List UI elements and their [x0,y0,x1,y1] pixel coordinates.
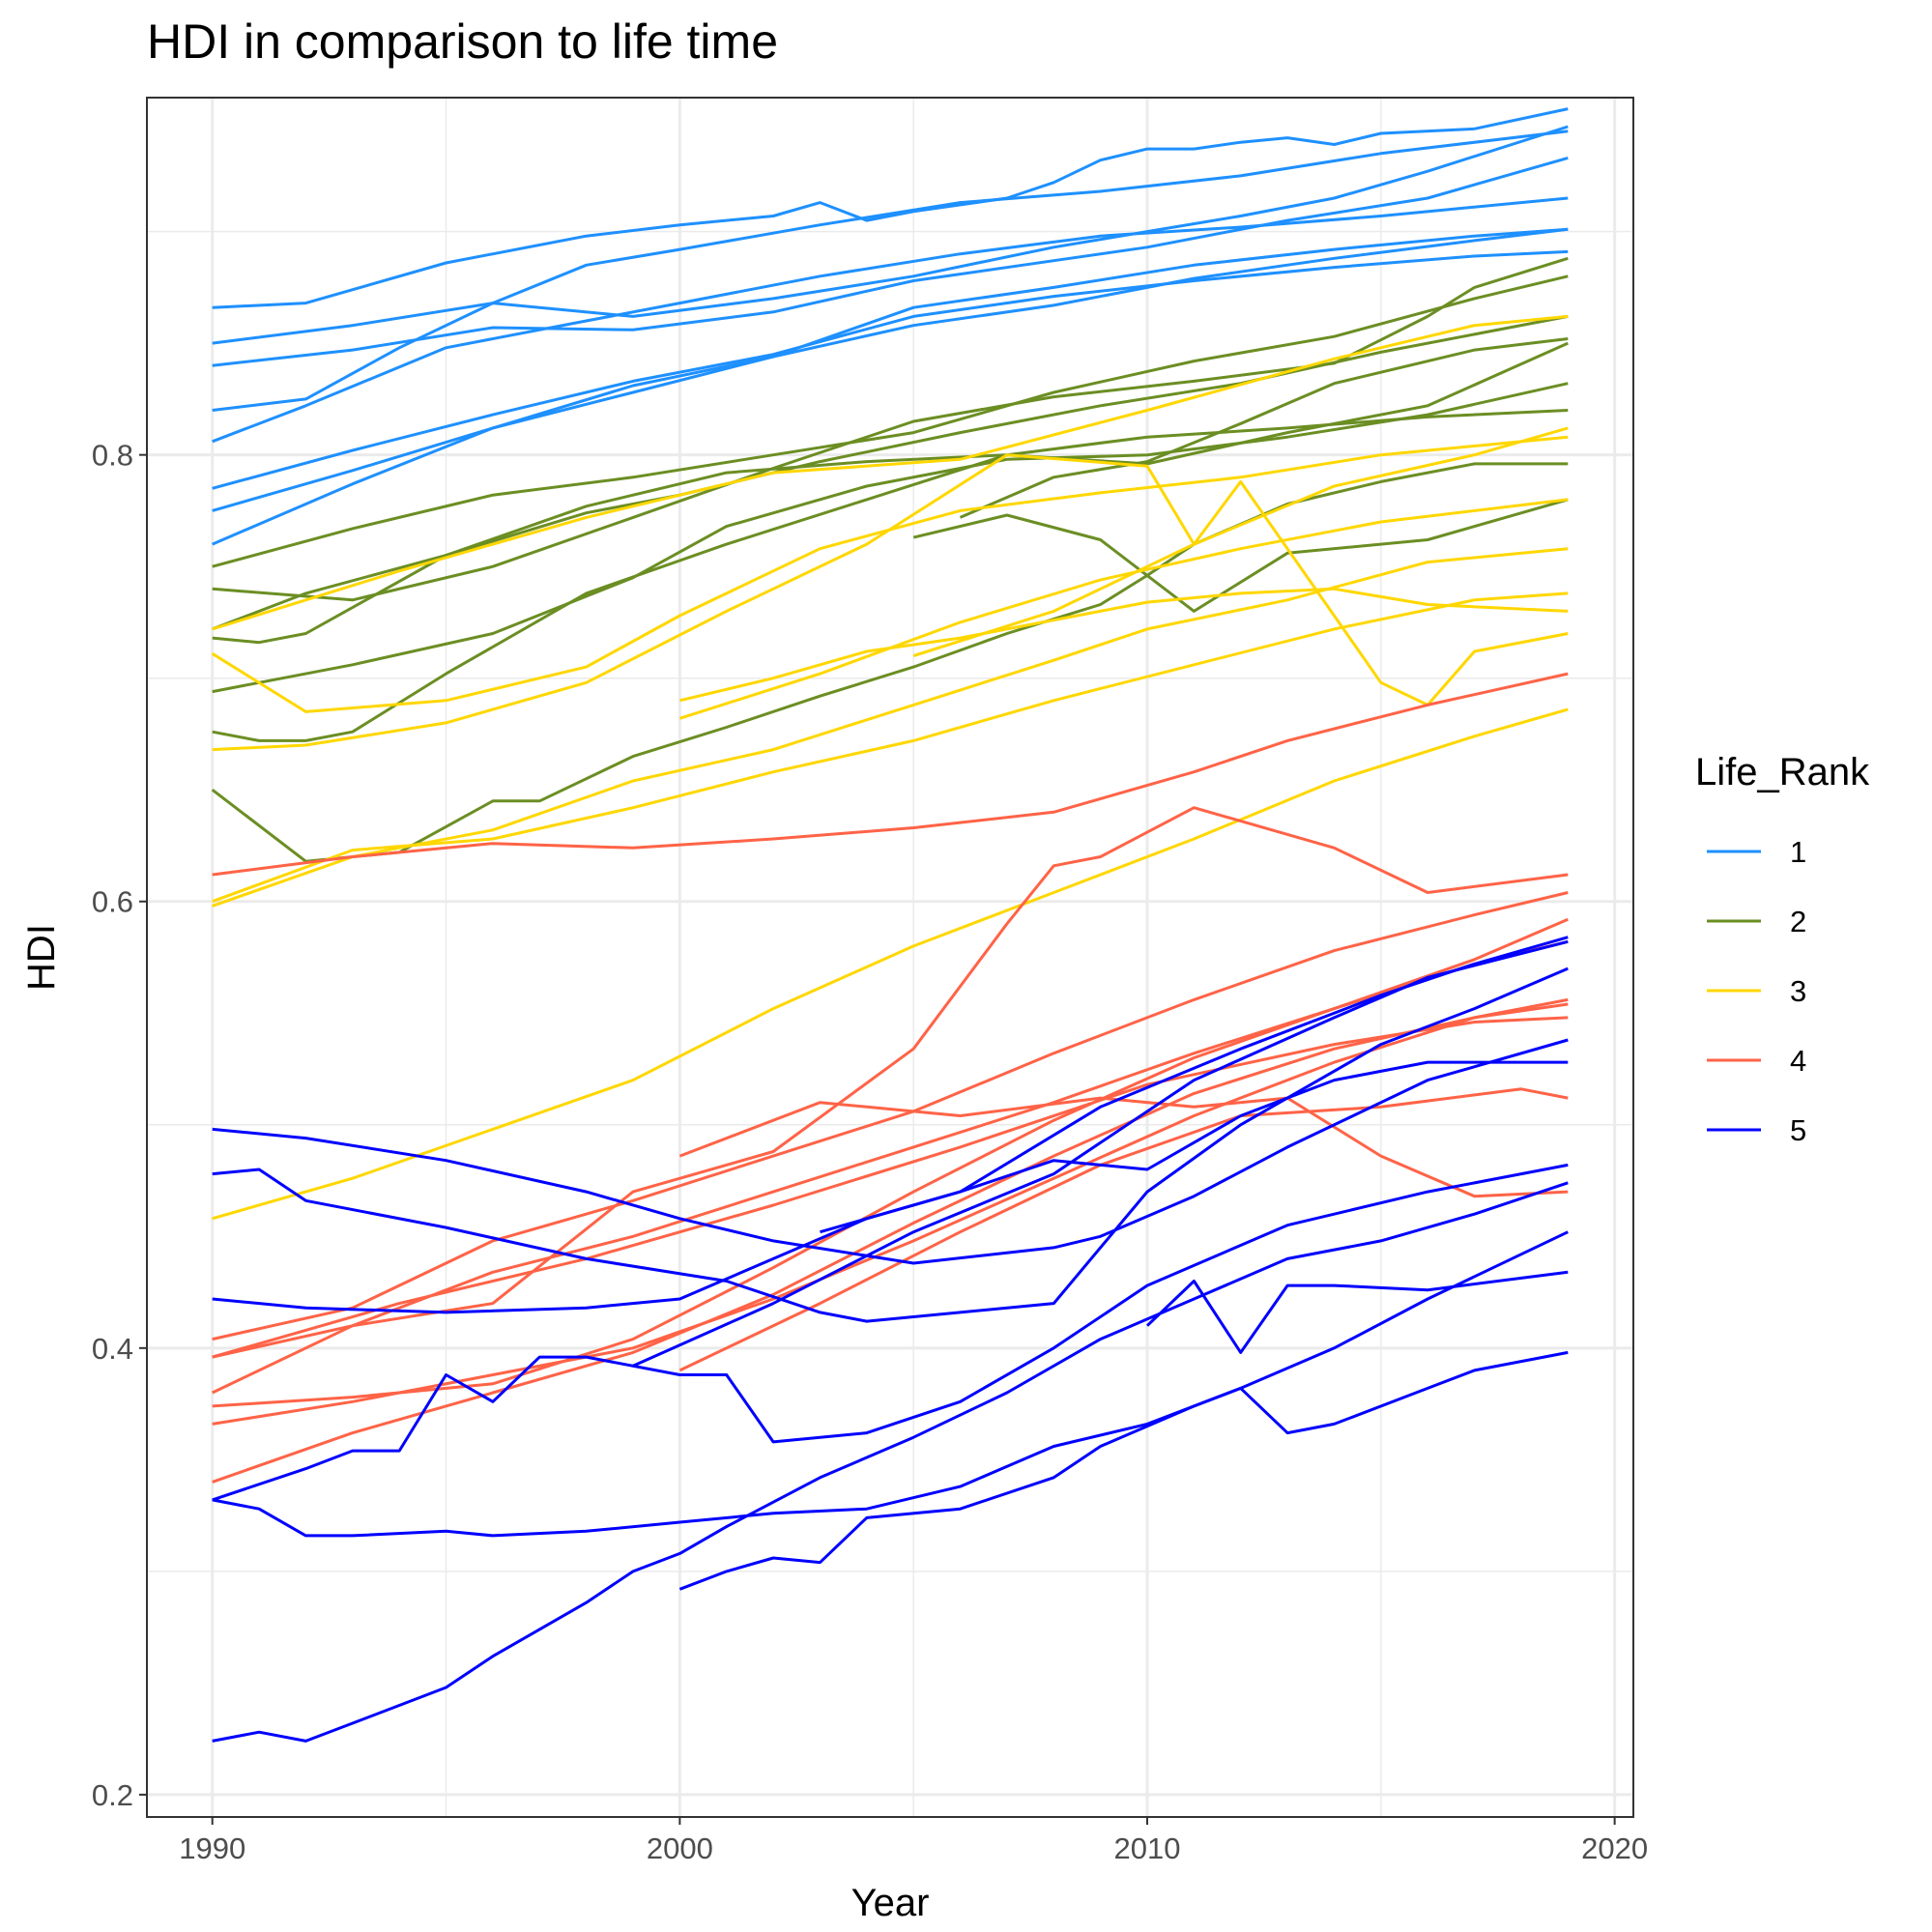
series-line-rank-4 [212,1016,1569,1359]
legend-label-2: 2 [1790,905,1806,938]
series-line-rank-4 [212,806,1569,1359]
y-tick-label: 0.4 [92,1332,133,1366]
series-line-rank-5 [1145,1270,1569,1354]
series-line-rank-3 [678,498,1569,720]
series-line-rank-2 [959,337,1569,519]
series-line-rank-2 [212,409,1569,645]
series-line-rank-5 [212,1163,1569,1502]
x-tick-label: 2020 [1581,1831,1648,1865]
series-line-rank-4 [212,672,1569,877]
series-line-rank-5 [632,939,1569,1368]
series-line-rank-2 [212,341,1569,742]
series-line-rank-4 [212,997,1569,1426]
x-tick-label: 2010 [1114,1831,1181,1865]
series-line-rank-3 [212,707,1569,1221]
series-line-rank-5 [212,1181,1569,1743]
series-line-rank-3 [212,547,1569,908]
series-line-rank-1 [212,156,1569,367]
series-line-rank-3 [212,314,1569,631]
series-line-rank-1 [212,249,1569,490]
series-line-rank-1 [212,227,1569,546]
grid-lines [147,98,1633,1817]
series-line-rank-2 [212,274,1569,568]
series-line-rank-1 [212,107,1569,309]
series-line-rank-1 [212,130,1569,412]
series-line-rank-2 [211,462,1569,863]
series-line-rank-1 [212,196,1569,444]
series-line-rank-2 [212,256,1569,602]
series-line-rank-2 [212,382,1569,694]
x-axis-title: Year [851,1882,930,1924]
series-line-rank-3 [679,587,1569,703]
y-axis-title: HDI [20,924,63,991]
series-line-rank-5 [212,1038,1569,1265]
y-tick-label: 0.8 [92,439,133,473]
y-tick-label: 0.6 [92,885,133,919]
axes: 1990 2000 2010 2020 0.2 0.4 0.6 0.8 [92,439,1648,1865]
series-line-rank-4 [678,1096,1569,1198]
chart-title: HDI in comparison to life time [147,14,779,69]
legend-label-4: 4 [1790,1044,1806,1078]
legend-title: Life_Rank [1695,751,1870,793]
series-line-rank-3 [212,591,1569,904]
legend-label-3: 3 [1790,974,1806,1008]
series-line-rank-3 [211,435,1569,713]
x-tick-label: 1990 [179,1831,245,1865]
series-line-rank-5 [212,1060,1569,1314]
series-line-rank-4 [212,891,1569,1341]
x-tick-label: 2000 [647,1831,713,1865]
series-lines [211,107,1569,1743]
panel-border [146,97,1634,1818]
series-line-rank-5 [212,966,1569,1323]
series-line-rank-4 [212,939,1569,1395]
series-line-rank-1 [212,125,1569,345]
series-line-rank-5 [678,1350,1569,1591]
legend-label-5: 5 [1790,1113,1806,1147]
series-line-rank-1 [212,227,1569,512]
series-line-rank-2 [912,498,1569,613]
y-tick-label: 0.2 [92,1778,133,1812]
series-line-rank-3 [212,453,1569,752]
legend-label-1: 1 [1790,835,1806,869]
legend: Life_Rank 1 2 3 4 5 [1695,751,1870,1147]
series-line-rank-4 [678,1087,1569,1372]
series-line-rank-5 [820,936,1569,1234]
series-line-rank-5 [212,1230,1569,1538]
series-line-rank-4 [212,1002,1569,1484]
series-line-rank-3 [912,426,1569,658]
series-line-rank-4 [212,917,1569,1408]
series-line-rank-2 [212,314,1569,631]
